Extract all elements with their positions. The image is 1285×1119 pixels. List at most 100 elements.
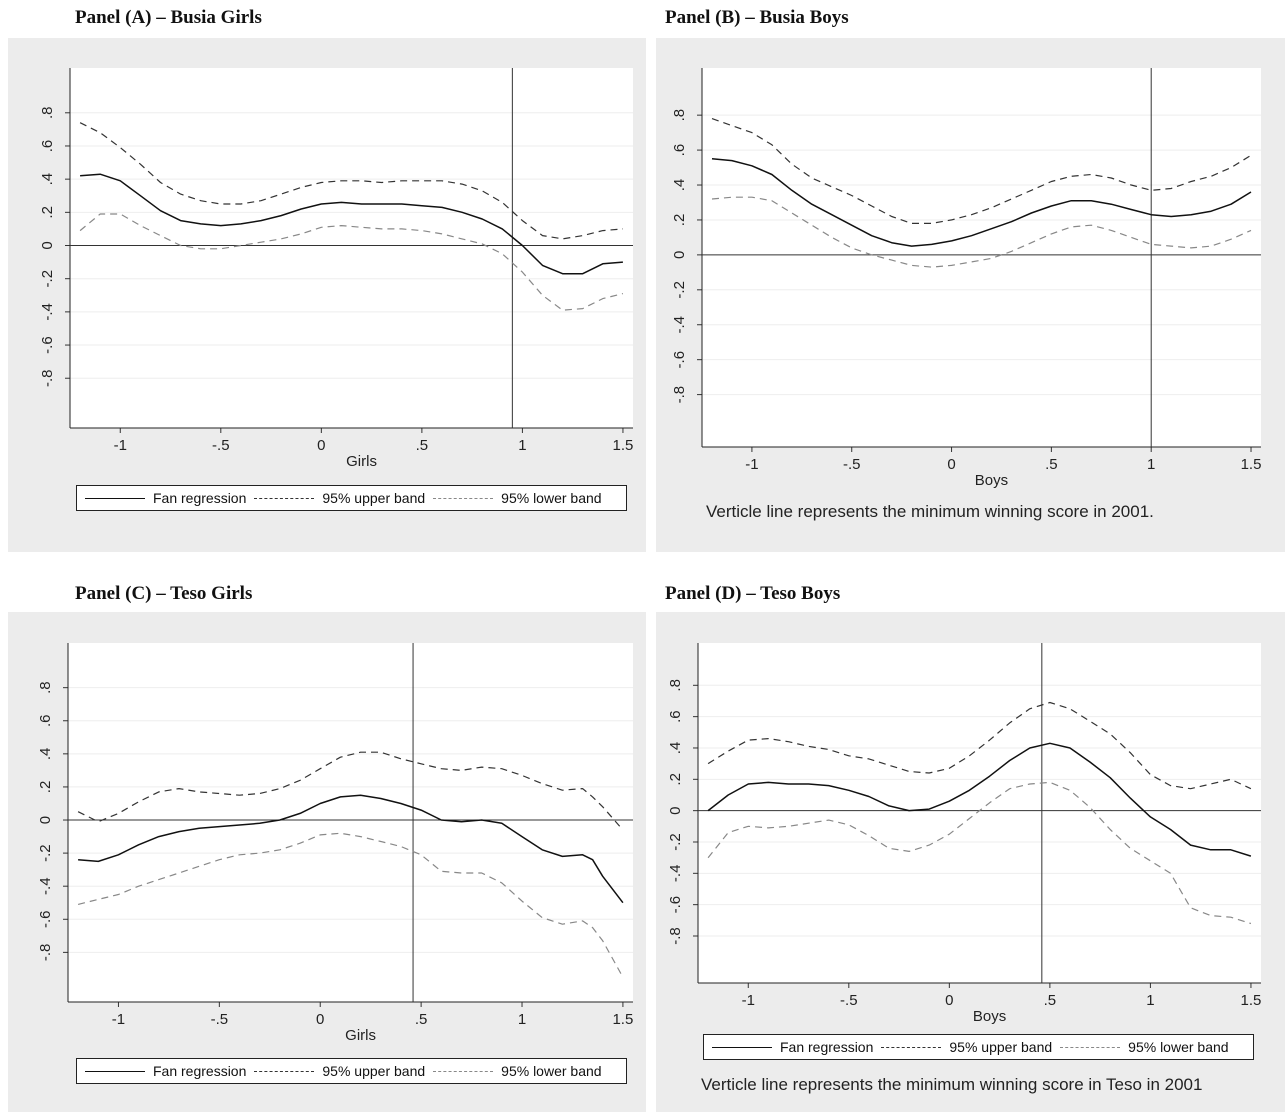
panel-c-title: Panel (C) – Teso Girls [75,583,253,604]
legend-item-lower: 95% lower band [433,490,602,506]
legend-swatch-upper [254,1070,315,1072]
panel-d-title: Panel (D) – Teso Boys [665,583,841,604]
y-tick-label: -.6 [37,911,54,929]
x-tick-label: 0 [316,1011,324,1028]
legend-label-upper: 95% upper band [949,1039,1053,1055]
legend-swatch-solid [85,1070,145,1072]
x-tick-label: -1 [745,456,758,473]
legend-swatch-upper [254,497,315,499]
y-tick-label: -.8 [671,386,688,404]
y-tick-label: -.6 [667,896,684,914]
x-tick-label: 0 [945,992,953,1009]
x-axis-label: Boys [973,1008,1006,1025]
legend-item-lower: 95% lower band [433,1063,602,1079]
x-axis-label: Girls [346,453,377,470]
x-tick-label: .5 [1044,992,1057,1009]
y-tick-label: -.4 [37,877,54,895]
series-line-lower-band [79,213,624,311]
x-tick-label: 1 [1147,456,1155,473]
y-tick-label: .2 [39,206,56,219]
x-tick-label: -1 [112,1011,125,1028]
y-tick-label: 0 [37,816,54,824]
panel-a-legend: Fan regression 95% upper band 95% lower … [76,485,627,511]
x-tick-label: .5 [415,1011,428,1028]
y-tick-label: -.4 [667,865,684,883]
legend-swatch-lower [433,1070,494,1072]
x-tick-label: .5 [416,437,429,454]
panel-c-legend: Fan regression 95% upper band 95% lower … [76,1058,627,1084]
panel-b-title: Panel (B) – Busia Boys [665,7,849,28]
legend-label-fan: Fan regression [780,1039,874,1055]
x-tick-label: 1.5 [1241,992,1262,1009]
series-line-fan-regression [707,742,1252,857]
x-tick-label: -1 [742,992,755,1009]
panel-d-legend: Fan regression 95% upper band 95% lower … [703,1034,1254,1060]
y-tick-label: -.2 [671,281,688,299]
series-line-lower-band [707,781,1252,925]
x-tick-label: -.5 [840,992,858,1009]
x-tick-label: 0 [947,456,955,473]
y-tick-label: .4 [39,173,56,186]
plot-area [70,68,633,428]
legend-label-fan: Fan regression [153,1063,247,1079]
legend-label-lower: 95% lower band [501,1063,602,1079]
legend-swatch-upper [881,1046,942,1048]
x-axis-label: Girls [345,1027,376,1044]
y-tick-label: -.8 [39,369,56,387]
x-tick-label: -.5 [211,1011,229,1028]
legend-label-fan: Fan regression [153,490,247,506]
legend-item-lower: 95% lower band [1060,1039,1229,1055]
series-line-fan-regression [78,794,624,904]
series-line-fan-regression [80,173,623,275]
x-tick-label: 1 [1146,992,1154,1009]
y-tick-label: .6 [671,144,688,157]
y-tick-label: -.6 [39,336,56,354]
panel-b-note: Verticle line represents the minimum win… [706,502,1154,521]
y-tick-label: 0 [667,806,684,814]
y-tick-label: -.4 [39,303,56,321]
plot-area [698,643,1261,983]
legend-item-upper: 95% upper band [254,1063,425,1079]
series-line-fan-regression [711,158,1252,247]
legend-label-upper: 95% upper band [322,1063,426,1079]
x-tick-label: 1.5 [1241,456,1262,473]
y-tick-label: 0 [39,241,56,249]
x-tick-label: 1.5 [613,437,634,454]
series-line-upper-band [77,751,624,831]
y-tick-label: -.2 [667,833,684,851]
legend-swatch-solid [712,1046,772,1048]
y-tick-label: .2 [671,214,688,227]
x-tick-label: -.5 [843,456,861,473]
y-tick-label: .8 [667,679,684,692]
legend-item-fan: Fan regression [85,490,246,506]
legend-label-lower: 95% lower band [501,490,602,506]
panel-d-note: Verticle line represents the minimum win… [701,1075,1203,1094]
y-tick-label: .6 [667,710,684,723]
legend-item-upper: 95% upper band [881,1039,1052,1055]
y-tick-label: -.8 [667,927,684,945]
y-tick-label: -.6 [671,351,688,369]
y-tick-label: -.4 [671,316,688,334]
panel-a-title: Panel (A) – Busia Girls [75,7,262,28]
x-tick-label: 1 [518,1011,526,1028]
x-tick-label: 0 [317,437,325,454]
legend-label-upper: 95% upper band [322,490,426,506]
legend-swatch-lower [1060,1046,1121,1048]
series-line-upper-band [707,701,1252,790]
y-tick-label: .2 [667,773,684,786]
series-line-upper-band [79,122,623,240]
y-tick-label: -.2 [39,270,56,288]
legend-swatch-solid [85,497,145,499]
plot-area [68,643,633,1002]
x-tick-label: .5 [1045,456,1058,473]
y-tick-label: 0 [671,251,688,259]
y-tick-label: .4 [37,748,54,761]
y-tick-label: .4 [667,742,684,755]
y-tick-label: -.8 [37,944,54,962]
y-tick-label: .8 [37,681,54,694]
series-line-lower-band [77,832,624,978]
x-axis-label: Boys [975,472,1008,489]
legend-item-upper: 95% upper band [254,490,425,506]
y-tick-label: .4 [671,179,688,192]
